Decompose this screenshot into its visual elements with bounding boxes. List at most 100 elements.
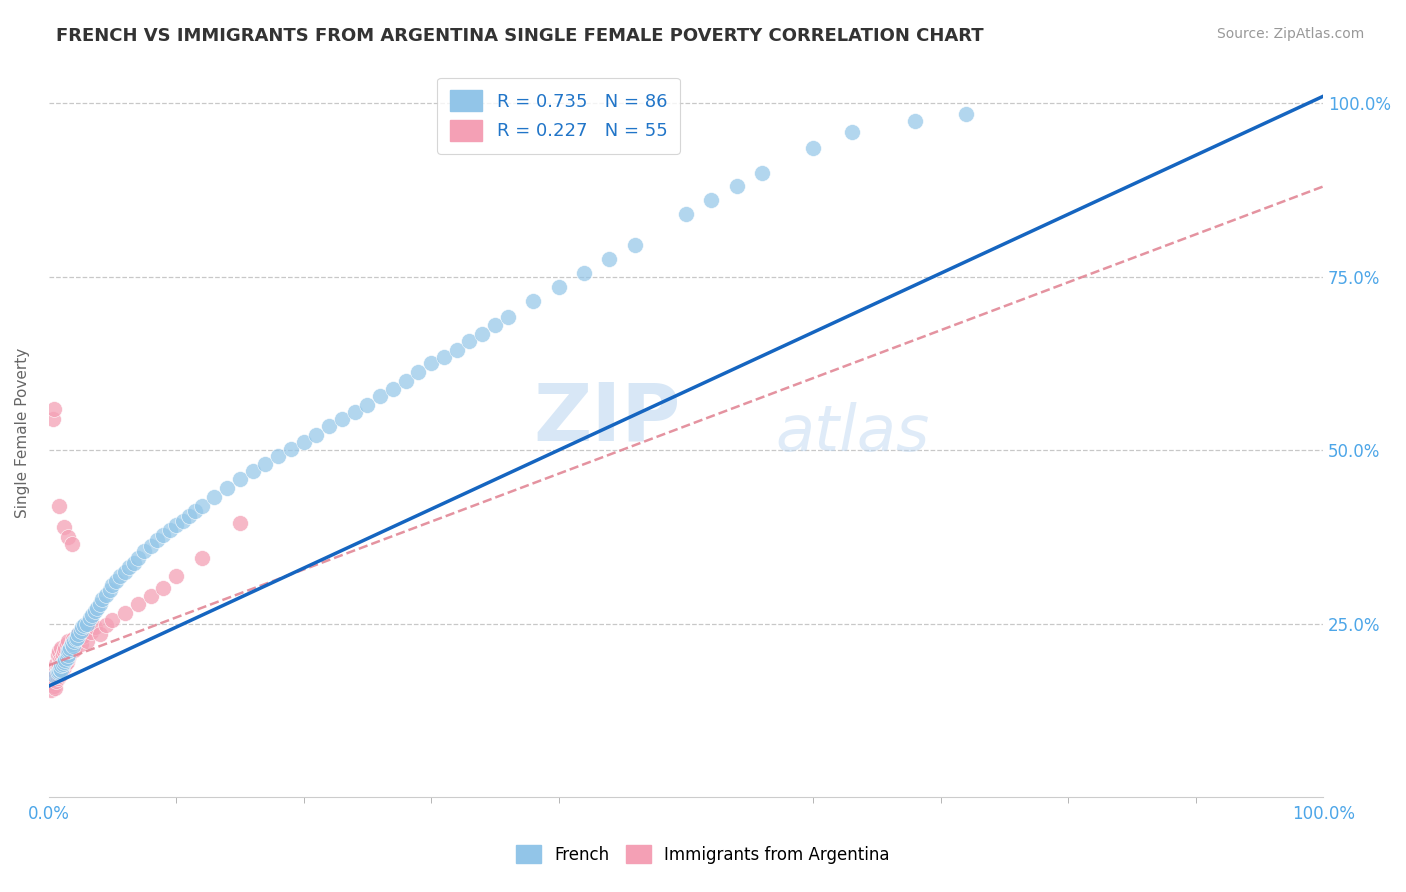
Point [98,583,121,598]
Point [254,457,277,471]
Point [69,638,91,652]
Point [63,643,86,657]
Text: Source: ZipAtlas.com: Source: ZipAtlas.com [1216,27,1364,41]
Y-axis label: Single Female Poverty: Single Female Poverty [15,348,30,518]
Point [547,280,569,294]
Point [56,651,79,665]
Point [53,659,76,673]
Point [101,613,124,627]
Point [86,601,108,615]
Point [48,499,70,513]
Point [70,620,93,634]
Point [446,343,468,357]
Point [59,640,82,655]
Point [46,665,69,680]
Point [955,106,977,120]
Point [343,405,366,419]
Point [184,504,207,518]
Point [146,533,169,548]
Point [394,374,416,388]
Point [471,326,494,341]
Point [841,125,863,139]
Point [114,607,136,621]
Point [55,655,77,669]
Point [66,631,89,645]
Point [51,658,73,673]
Point [204,491,226,505]
Point [52,662,75,676]
Point [67,627,90,641]
Point [59,640,82,655]
Point [229,516,252,530]
Point [42,665,65,680]
Point [122,556,145,570]
Point [39,682,62,697]
Point [51,655,73,669]
Point [62,639,84,653]
Point [152,581,174,595]
Point [458,334,481,348]
Point [65,632,87,646]
Point [62,632,84,646]
Text: FRENCH VS IMMIGRANTS FROM ARGENTINA SINGLE FEMALE POVERTY CORRELATION CHART: FRENCH VS IMMIGRANTS FROM ARGENTINA SING… [56,27,984,45]
Text: ZIP: ZIP [533,379,681,458]
Point [152,528,174,542]
Point [83,604,105,618]
Point [94,588,117,602]
Point [79,611,101,625]
Point [108,569,131,583]
Point [114,565,136,579]
Point [91,592,114,607]
Point [280,442,302,456]
Point [65,638,87,652]
Legend: R = 0.735   N = 86, R = 0.227   N = 55: R = 0.735 N = 86, R = 0.227 N = 55 [437,78,681,153]
Point [60,636,83,650]
Point [44,672,66,686]
Point [51,640,73,655]
Point [76,616,98,631]
Point [41,675,63,690]
Point [49,653,72,667]
Point [267,449,290,463]
Point [46,648,69,662]
Point [56,644,79,658]
Point [89,627,111,641]
Point [46,659,69,673]
Point [58,643,80,657]
Point [48,669,70,683]
Point [52,648,75,662]
Point [330,412,353,426]
Point [675,207,697,221]
Point [408,366,430,380]
Point [69,624,91,638]
Point [118,559,141,574]
Point [48,664,70,678]
Point [159,523,181,537]
Point [496,310,519,324]
Point [904,113,927,128]
Point [165,569,187,583]
Point [56,530,79,544]
Point [127,597,149,611]
Point [381,382,404,396]
Point [45,673,67,688]
Point [94,618,117,632]
Point [105,574,128,588]
Point [229,472,252,486]
Point [134,543,156,558]
Point [44,669,66,683]
Point [598,252,620,267]
Point [177,509,200,524]
Point [522,293,544,308]
Point [217,481,239,495]
Point [420,356,443,370]
Point [53,519,76,533]
Point [67,627,90,641]
Point [53,640,76,655]
Point [73,618,96,632]
Point [56,634,79,648]
Point [55,651,77,665]
Point [172,514,194,528]
Point [89,597,111,611]
Point [49,664,72,678]
